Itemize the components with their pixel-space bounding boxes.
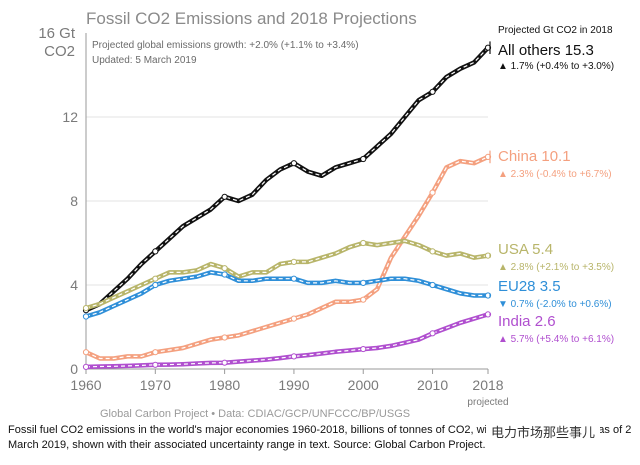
x-tick-label: 1990 <box>278 377 309 393</box>
data-point <box>290 275 298 282</box>
x-projected-label: projected <box>467 397 508 408</box>
data-point <box>360 155 367 163</box>
x-tick-label: 1960 <box>70 377 101 393</box>
data-point <box>152 349 159 356</box>
series-growth: ▲ 2.3% (-0.4% to +6.7%) <box>498 169 612 180</box>
series-label: India 2.6 <box>498 313 556 330</box>
emissions-chart: Fossil CO2 Emissions and 2018 Projection… <box>38 9 614 420</box>
data-point <box>82 349 90 356</box>
series-line-usa <box>83 238 491 311</box>
series-labels: All others 15.3 ▲ 1.7% (+0.4% to +3.0%) Ch… <box>498 42 614 345</box>
figure-caption: Fossil fuel CO2 emissions in the world's… <box>8 424 632 451</box>
data-point <box>290 353 298 360</box>
x-tick-label: 2000 <box>348 377 379 393</box>
x-tick-label: 1970 <box>140 377 171 393</box>
data-point <box>360 279 367 286</box>
y-tick-label: 4 <box>70 277 78 293</box>
data-point <box>152 275 159 282</box>
series-growth: ▲ 1.7% (+0.4% to +3.0%) <box>498 61 614 72</box>
data-point <box>360 239 367 247</box>
series-dash-china <box>85 156 489 360</box>
data-point <box>82 313 90 320</box>
data-point <box>429 330 436 337</box>
data-point <box>221 359 228 366</box>
series-label: USA 5.4 <box>498 241 553 258</box>
data-point <box>221 193 228 200</box>
data-point <box>290 160 298 167</box>
data-point <box>152 281 159 289</box>
data-point <box>429 88 436 95</box>
data-point <box>429 281 436 289</box>
x-tick-label: 1980 <box>209 377 240 393</box>
subtitle-updated: Updated: 5 March 2019 <box>92 55 197 66</box>
y-axis-label-unit: 16 Gt <box>38 25 76 42</box>
data-point <box>221 271 228 278</box>
data-point <box>360 345 367 353</box>
series-label: All others 15.3 <box>498 42 594 59</box>
data-point <box>221 265 228 272</box>
data-point <box>152 361 159 368</box>
series-label: EU28 3.5 <box>498 278 561 295</box>
chart-title: Fossil CO2 Emissions and 2018 Projection… <box>86 9 417 28</box>
series-growth: ▲ 5.7% (+5.4% to +6.1%) <box>498 334 614 345</box>
series-dash-india <box>85 313 489 368</box>
series-line-all-others <box>83 45 491 313</box>
series-growth: ▼ 0.7% (-2.0% to +0.6%) <box>498 299 612 310</box>
data-point <box>221 334 228 341</box>
x-tick-label: 2010 <box>417 377 448 393</box>
series-growth: ▲ 2.8% (+2.1% to +3.5%) <box>498 262 614 273</box>
data-point <box>82 305 90 312</box>
data-point <box>429 248 436 255</box>
watermark: 电力市场那些事儿 <box>486 421 601 442</box>
series-dash-all-others <box>85 47 489 311</box>
data-point <box>290 258 298 265</box>
data-point <box>290 315 298 322</box>
series-label: China 10.1 <box>498 148 571 165</box>
legend-header: Projected Gt CO2 in 2018 <box>498 25 613 36</box>
data-point <box>360 296 367 303</box>
series-dash-eu28 <box>85 271 488 318</box>
subtitle-growth: Projected global emissions growth: +2.0%… <box>92 40 359 51</box>
y-axis-label-gas: CO2 <box>44 43 75 60</box>
x-tick-label: 2018 <box>472 377 503 393</box>
data-point <box>429 189 436 196</box>
series-layer <box>82 41 492 370</box>
y-tick-label: 8 <box>70 193 78 209</box>
y-tick-label: 12 <box>62 109 78 125</box>
data-point <box>152 248 159 255</box>
y-tick-label: 0 <box>70 361 78 377</box>
data-point <box>82 363 90 370</box>
footer-credit: Global Carbon Project • Data: CDIAC/GCP/… <box>100 408 410 420</box>
